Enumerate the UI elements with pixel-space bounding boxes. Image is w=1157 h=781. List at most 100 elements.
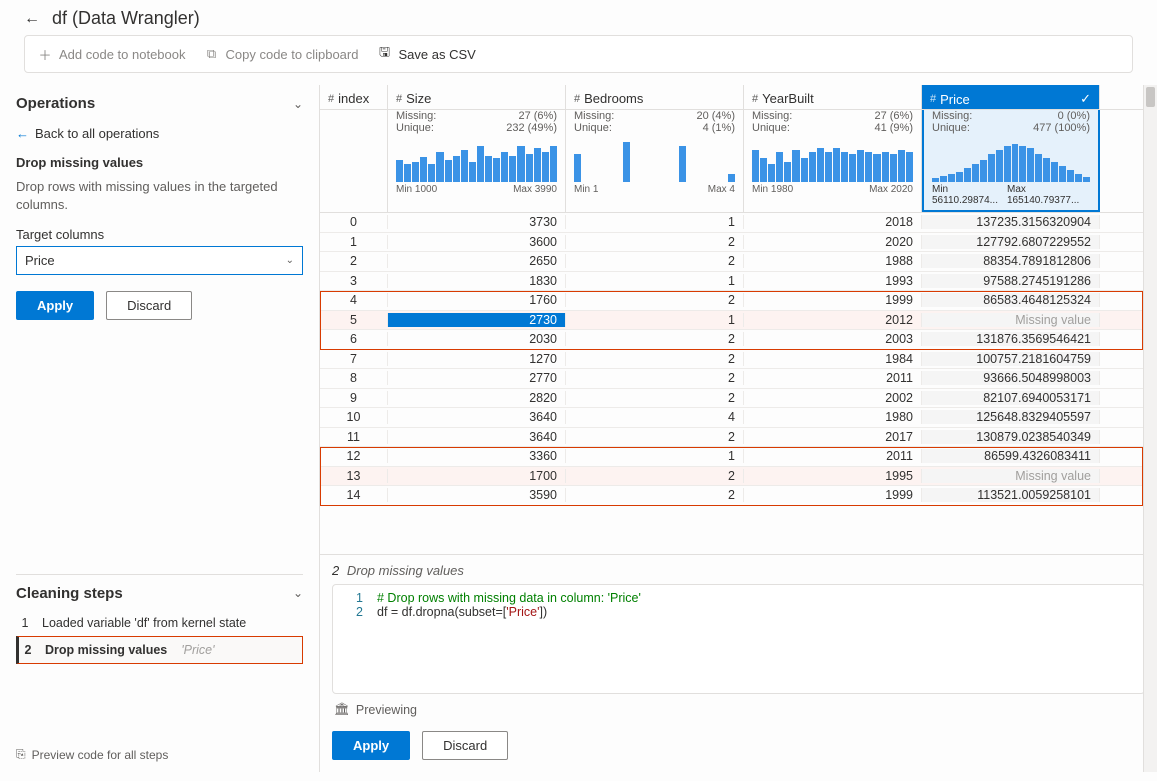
cell-price: 88354.7891812806 bbox=[922, 254, 1100, 268]
cell-price: 131876.3569546421 bbox=[922, 332, 1100, 346]
step-col: 'Price' bbox=[181, 643, 214, 657]
cell-size: 2770 bbox=[388, 371, 566, 385]
table-row[interactable]: 14359021999113521.0059258101 bbox=[320, 486, 1157, 506]
column-stats: Missing:20 (4%) Unique:4 (1%) bbox=[566, 110, 744, 136]
check-icon: ✓ bbox=[1080, 91, 1091, 107]
column-header-index[interactable]: # index bbox=[320, 85, 388, 109]
operation-name: Drop missing values bbox=[16, 155, 303, 170]
column-header-bedrooms[interactable]: # Bedrooms bbox=[566, 85, 744, 109]
target-columns-select[interactable]: Price ⌄ bbox=[16, 246, 303, 275]
column-header-yearbuilt[interactable]: # YearBuilt bbox=[744, 85, 922, 109]
cell-price: 125648.8329405597 bbox=[922, 410, 1100, 424]
table-row[interactable]: 7127021984100757.2181604759 bbox=[320, 350, 1157, 370]
back-to-all-operations[interactable]: ← Back to all operations bbox=[16, 126, 303, 141]
operations-collapse-icon[interactable]: ⌄ bbox=[293, 97, 303, 111]
cell-yearbuilt: 2012 bbox=[744, 313, 922, 327]
save-icon: 🖫 bbox=[376, 46, 392, 62]
column-name: Size bbox=[406, 91, 431, 106]
cell-yearbuilt: 2011 bbox=[744, 371, 922, 385]
code-discard-button[interactable]: Discard bbox=[422, 731, 508, 760]
cell-yearbuilt: 1980 bbox=[744, 410, 922, 424]
cell-size: 2650 bbox=[388, 254, 566, 268]
column-header-price[interactable]: # Price✓ bbox=[922, 85, 1100, 109]
cell-index: 9 bbox=[320, 391, 388, 405]
cell-size: 3360 bbox=[388, 449, 566, 463]
cell-bedrooms: 1 bbox=[566, 449, 744, 463]
cell-yearbuilt: 1999 bbox=[744, 293, 922, 307]
table-row[interactable]: 5273012012Missing value bbox=[320, 311, 1157, 331]
cell-price: 93666.5048998003 bbox=[922, 371, 1100, 385]
code-icon: ⎘ bbox=[16, 747, 26, 762]
column-header-size[interactable]: # Size bbox=[388, 85, 566, 109]
hash-icon: # bbox=[396, 93, 402, 105]
copy-code-label: Copy code to clipboard bbox=[226, 47, 359, 62]
table-row[interactable]: 13170021995Missing value bbox=[320, 467, 1157, 487]
table-row[interactable]: 827702201193666.5048998003 bbox=[320, 369, 1157, 389]
cleaning-collapse-icon[interactable]: ⌄ bbox=[293, 586, 303, 600]
cell-index: 13 bbox=[320, 469, 388, 483]
cell-bedrooms: 2 bbox=[566, 488, 744, 502]
cell-price: 113521.0059258101 bbox=[922, 488, 1100, 502]
preview-all-label: Preview code for all steps bbox=[32, 748, 169, 762]
cell-index: 11 bbox=[320, 430, 388, 444]
cell-size: 3590 bbox=[388, 488, 566, 502]
cell-bedrooms: 2 bbox=[566, 391, 744, 405]
copy-code-button[interactable]: ⧉ Copy code to clipboard bbox=[204, 42, 359, 66]
cell-index: 5 bbox=[320, 313, 388, 327]
apply-button[interactable]: Apply bbox=[16, 291, 94, 320]
code-apply-button[interactable]: Apply bbox=[332, 731, 410, 760]
cell-price: 86583.4648125324 bbox=[922, 293, 1100, 307]
table-row[interactable]: 1233601201186599.4326083411 bbox=[320, 447, 1157, 467]
cell-bedrooms: 1 bbox=[566, 215, 744, 229]
cell-price: 82107.6940053171 bbox=[922, 391, 1100, 405]
cleaning-step[interactable]: 1 Loaded variable 'df' from kernel state bbox=[16, 610, 303, 636]
cell-yearbuilt: 2018 bbox=[744, 215, 922, 229]
table-row[interactable]: 318301199397588.2745191286 bbox=[320, 272, 1157, 292]
table-row[interactable]: 928202200282107.6940053171 bbox=[320, 389, 1157, 409]
back-arrow[interactable]: ← bbox=[24, 10, 40, 28]
cell-size: 1700 bbox=[388, 469, 566, 483]
save-csv-label: Save as CSV bbox=[398, 47, 475, 62]
back-all-label: Back to all operations bbox=[35, 126, 159, 141]
save-csv-button[interactable]: 🖫 Save as CSV bbox=[376, 42, 475, 66]
cell-size: 1830 bbox=[388, 274, 566, 288]
previewing-status: 🏛 Previewing bbox=[332, 694, 1145, 725]
chevron-down-icon: ⌄ bbox=[286, 255, 294, 266]
cell-bedrooms: 2 bbox=[566, 371, 744, 385]
cell-bedrooms: 2 bbox=[566, 469, 744, 483]
cell-index: 12 bbox=[320, 449, 388, 463]
cell-size: 1270 bbox=[388, 352, 566, 366]
column-histogram: Min 1000Max 3990 bbox=[388, 136, 566, 212]
discard-button[interactable]: Discard bbox=[106, 291, 192, 320]
preview-code-all-steps[interactable]: ⎘ Preview code for all steps bbox=[16, 747, 303, 762]
cell-yearbuilt: 1984 bbox=[744, 352, 922, 366]
table-row[interactable]: 0373012018137235.3156320904 bbox=[320, 213, 1157, 233]
table-row[interactable]: 6203022003131876.3569546421 bbox=[320, 330, 1157, 350]
target-columns-value: Price bbox=[25, 253, 55, 268]
cleaning-step-active[interactable]: 2 Drop missing values 'Price' bbox=[16, 636, 303, 664]
table-row[interactable]: 10364041980125648.8329405597 bbox=[320, 408, 1157, 428]
cell-bedrooms: 4 bbox=[566, 410, 744, 424]
cell-index: 1 bbox=[320, 235, 388, 249]
add-code-button[interactable]: ＋ Add code to notebook bbox=[37, 42, 186, 66]
cell-yearbuilt: 1999 bbox=[744, 488, 922, 502]
cell-index: 7 bbox=[320, 352, 388, 366]
table-row[interactable]: 226502198888354.7891812806 bbox=[320, 252, 1157, 272]
column-histogram: Min 56110.29874...Max 165140.79377... bbox=[922, 136, 1100, 212]
step-name: Loaded variable 'df' from kernel state bbox=[42, 616, 246, 630]
cell-size: 2820 bbox=[388, 391, 566, 405]
cell-yearbuilt: 2002 bbox=[744, 391, 922, 405]
cell-index: 10 bbox=[320, 410, 388, 424]
code-editor[interactable]: 1# Drop rows with missing data in column… bbox=[332, 584, 1145, 694]
cell-size: 2730 bbox=[388, 313, 566, 327]
column-stats bbox=[320, 110, 388, 136]
cell-index: 0 bbox=[320, 215, 388, 229]
cell-index: 4 bbox=[320, 293, 388, 307]
vertical-scrollbar[interactable] bbox=[1143, 85, 1157, 772]
table-row[interactable]: 11364022017130879.0238540349 bbox=[320, 428, 1157, 448]
cell-yearbuilt: 1995 bbox=[744, 469, 922, 483]
table-row[interactable]: 417602199986583.4648125324 bbox=[320, 291, 1157, 311]
table-row[interactable]: 1360022020127792.6807229552 bbox=[320, 233, 1157, 253]
step-name: Drop missing values bbox=[45, 643, 167, 657]
cell-bedrooms: 2 bbox=[566, 332, 744, 346]
